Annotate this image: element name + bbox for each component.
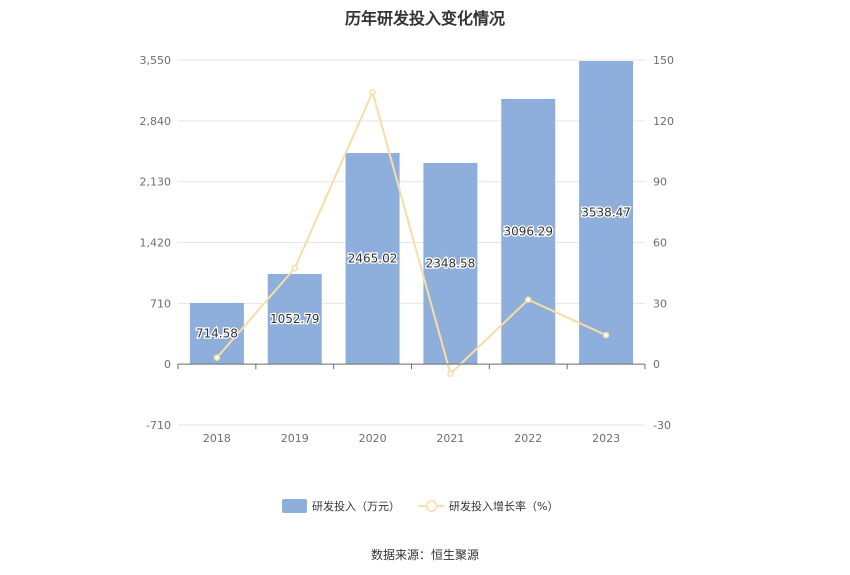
growth-point [369,88,376,96]
chart-title: 历年研发投入变化情况 [344,9,505,28]
bar [501,98,556,365]
y-right-tick-label: 60 [653,237,667,250]
bar-data-label: 3538.47 [581,206,631,220]
y-left-tick-label: 1,420 [140,237,172,250]
x-tick-label: 2019 [281,432,309,445]
y-right-tick-label: 90 [653,176,667,189]
x-tick-label: 2022 [514,432,542,445]
x-tick-label: 2020 [359,432,387,445]
growth-point [602,331,610,339]
bar-data-label: 714.58 [196,327,238,341]
bar-data-labels: 714.58 1052.79 2465.02 2348.58 3096.29 3538.4… [195,204,632,341]
y-left-tick-label: 710 [150,297,171,310]
bar-series [189,60,634,365]
bar-data-label: 3096.29 [503,225,553,239]
source-note: 数据来源：恒生聚源 [370,548,479,562]
axes: -710 -30 0 0 710 30 1,420 60 2,130 90 2,840 120 3,55… [140,54,675,445]
bar [579,60,634,365]
line-series [213,88,610,377]
y-right-tick-label: 120 [653,115,674,128]
x-tick-label: 2018 [203,432,231,445]
y-left-tick-label: 3,550 [140,54,172,67]
y-right-tick-label: -30 [653,419,671,432]
growth-point [213,354,221,361]
legend-line-label: 研发投入增长率（%） [449,499,558,513]
bar-data-label: 1052.79 [270,312,320,326]
bar [189,302,244,365]
y-right-tick-label: 150 [653,54,674,67]
legend-bar-swatch [282,499,307,513]
growth-point [525,296,532,303]
bar-data-label: 2465.02 [348,252,398,266]
bar [345,152,400,365]
x-tick-label: 2021 [436,432,464,445]
legend-line-marker [425,500,438,512]
y-left-tick-label: -710 [146,419,171,432]
y-right-tick-label: 0 [653,358,660,371]
gridlines [178,59,645,426]
bar [423,162,478,365]
y-left-tick-label: 2,130 [140,176,172,189]
x-tick-label: 2023 [592,432,620,445]
y-left-tick-label: 2,840 [140,115,172,128]
y-left-tick-label: 0 [164,358,171,371]
y-right-tick-label: 30 [653,297,667,310]
legend-bar-label: 研发投入（万元） [312,499,400,513]
growth-point [291,265,298,272]
legend: 研发投入（万元） 研发投入增长率（%） [282,499,558,513]
bar-data-label: 2348.58 [426,257,476,271]
growth-point [447,370,454,377]
growth-line [216,89,607,376]
